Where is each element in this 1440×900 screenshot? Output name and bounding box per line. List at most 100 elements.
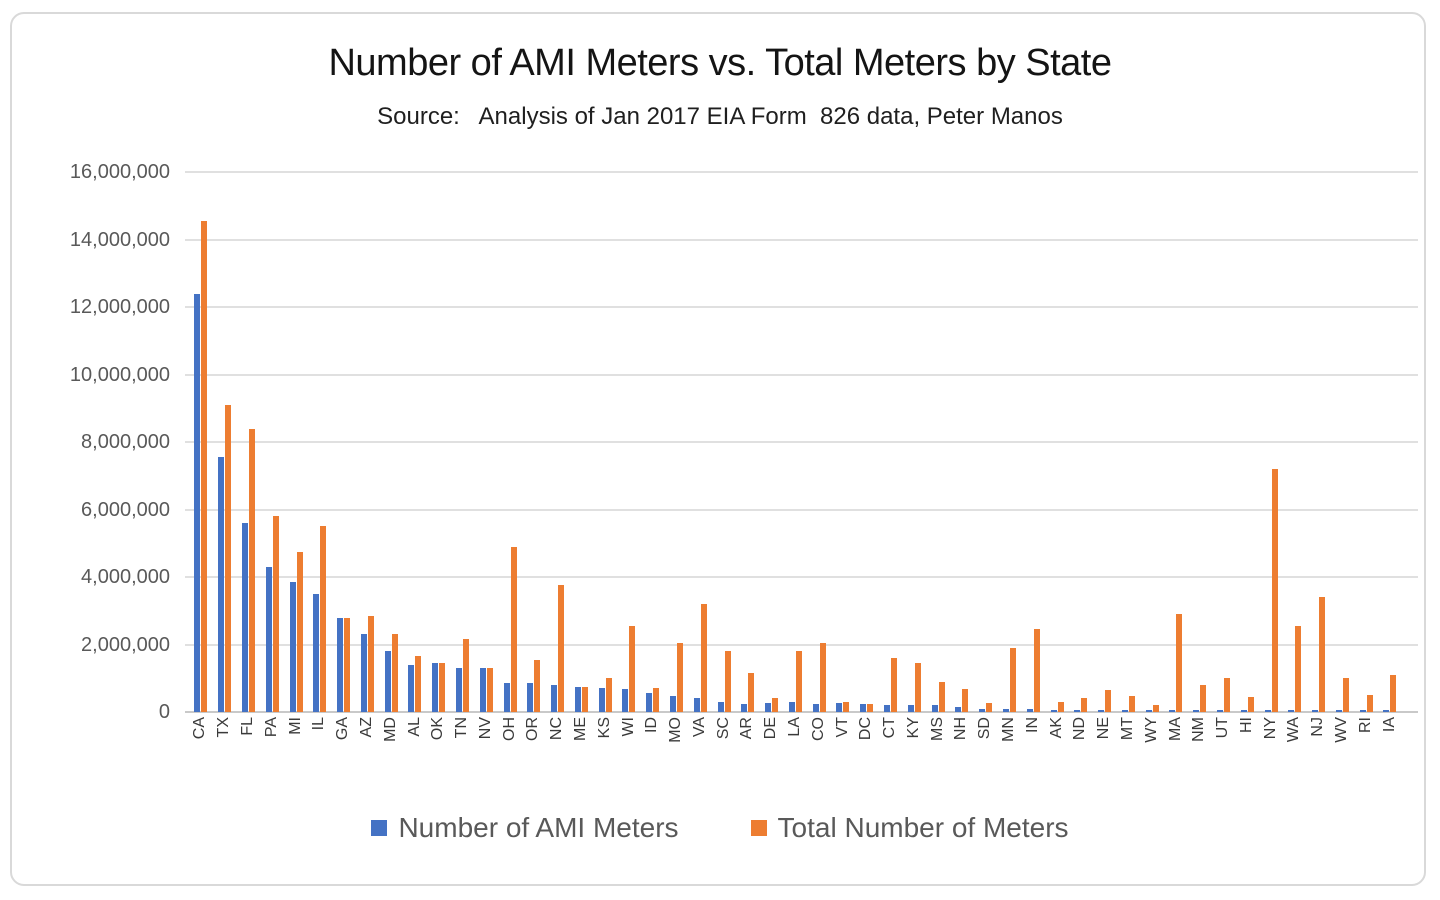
bar-group <box>284 172 308 712</box>
ami-meters-bar <box>622 689 629 712</box>
x-axis-tick: NC <box>546 717 570 775</box>
bar-group <box>308 172 332 712</box>
legend-swatch-total-icon <box>750 820 767 836</box>
bar-group <box>593 172 617 712</box>
ami-meters-bar <box>1335 710 1342 712</box>
x-axis-tick-label: KS <box>595 717 613 739</box>
x-axis-tick: WI <box>617 717 641 775</box>
x-axis-tick: PA <box>260 717 284 775</box>
total-meters-bar <box>1009 647 1016 712</box>
y-axis-tick-label: 14,000,000 <box>69 228 170 251</box>
total-meters-bar <box>629 625 636 712</box>
total-meters-bar <box>1128 695 1135 712</box>
ami-meters-bar <box>1216 710 1223 712</box>
x-axis-tick-label: CA <box>191 717 209 740</box>
ami-meters-bar <box>360 634 367 712</box>
legend-item-total: Total Number of Meters <box>750 812 1069 844</box>
x-axis-tick: AK <box>1045 717 1069 775</box>
x-axis-tick: UT <box>1212 717 1236 775</box>
x-axis-tick-label: NV <box>476 717 494 740</box>
x-axis-tick: TX <box>213 717 237 775</box>
gridline <box>185 576 1418 578</box>
x-axis-tick: SD <box>974 717 998 775</box>
x-axis-tick: VA <box>688 717 712 775</box>
x-axis-tick-label: MT <box>1118 717 1136 741</box>
bar-group <box>1307 172 1331 712</box>
ami-meters-bar <box>218 457 225 712</box>
x-axis-tick: NV <box>474 717 498 775</box>
x-axis-tick-label: GA <box>334 717 352 741</box>
total-meters-bar <box>1390 674 1397 712</box>
bar-group <box>855 172 879 712</box>
y-axis-tick-label: 0 <box>158 701 170 723</box>
ami-meters-bar <box>241 523 248 712</box>
x-axis-tick-label: WY <box>1142 717 1160 743</box>
bar-group <box>926 172 950 712</box>
bar-group <box>1235 172 1259 712</box>
x-axis-tick-label: FL <box>239 717 257 736</box>
bar-group <box>688 172 712 712</box>
bar-group <box>1283 172 1307 712</box>
x-axis-tick: NJ <box>1307 717 1331 775</box>
total-meters-bar <box>201 220 208 712</box>
x-axis-tick-label: IL <box>310 717 328 731</box>
x-axis-tick-label: MN <box>1000 717 1018 742</box>
x-axis-tick: CA <box>189 717 213 775</box>
total-meters-bar <box>510 546 517 712</box>
total-meters-bar <box>867 703 874 712</box>
bar-group <box>974 172 998 712</box>
bar-group <box>617 172 641 712</box>
total-meters-bar <box>1200 685 1207 712</box>
ami-meters-bar <box>1121 710 1128 712</box>
x-axis-tick-label: NE <box>1095 717 1113 740</box>
bar-group <box>355 172 379 712</box>
ami-meters-bar <box>670 695 677 712</box>
total-meters-bar <box>296 551 303 712</box>
x-axis-tick: AR <box>736 717 760 775</box>
total-meters-bar <box>700 604 707 712</box>
total-meters-bar <box>1271 469 1278 712</box>
bar-group <box>451 172 475 712</box>
y-axis-tick-label: 12,000,000 <box>69 296 170 318</box>
x-axis-line <box>185 711 1418 713</box>
ami-meters-bar <box>194 293 201 712</box>
y-axis-tick-label: 4,000,000 <box>81 566 170 588</box>
total-meters-bar <box>843 701 850 712</box>
gridline <box>185 508 1418 511</box>
x-axis-tick-label: RI <box>1356 717 1374 733</box>
ami-meters-bar <box>598 688 605 712</box>
ami-meters-bar <box>693 697 700 712</box>
bar-group <box>237 172 261 712</box>
x-axis-tick: MN <box>998 717 1022 775</box>
bar-group <box>332 172 356 712</box>
x-axis-tick-label: AR <box>738 717 756 740</box>
x-axis-tick-label: PA <box>262 717 280 738</box>
y-axis-tick-label: 8,000,000 <box>81 431 170 453</box>
ami-meters-bar <box>1359 710 1366 712</box>
x-axis-tick: TN <box>451 717 475 775</box>
y-axis-tick-label: 10,000,000 <box>69 363 170 386</box>
ami-meters-bar <box>646 693 653 712</box>
x-axis-tick: AZ <box>355 717 379 775</box>
total-meters-bar <box>415 656 422 712</box>
x-axis-tick: OK <box>427 717 451 775</box>
x-axis-tick: CO <box>807 717 831 775</box>
legend-label-total: Total Number of Meters <box>777 812 1069 843</box>
x-axis-tick: ID <box>641 717 665 775</box>
x-axis-tick: WA <box>1283 717 1307 775</box>
bar-group <box>260 172 284 712</box>
x-axis-tick: RI <box>1354 717 1378 775</box>
total-meters-bar <box>1152 704 1159 712</box>
x-axis-tick: CT <box>879 717 903 775</box>
x-axis-tick-label: NJ <box>1309 717 1327 737</box>
ami-meters-bar <box>1074 710 1081 712</box>
ami-meters-bar <box>812 703 819 712</box>
x-axis-tick-label: DC <box>857 717 875 741</box>
x-axis-tick: KY <box>902 717 926 775</box>
x-axis-tick: IA <box>1378 717 1402 775</box>
ami-meters-bar <box>955 706 962 712</box>
x-axis-tick: MA <box>1164 717 1188 775</box>
x-axis-tick: ME <box>570 717 594 775</box>
x-axis-tick-label: MA <box>1166 717 1184 741</box>
ami-meters-bar <box>265 566 272 712</box>
